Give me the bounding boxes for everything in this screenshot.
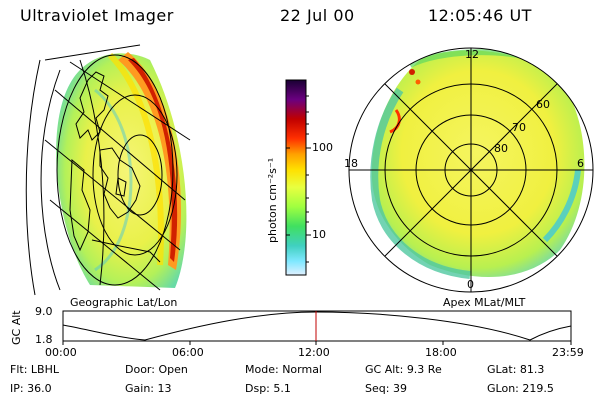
mlt-label-0: 0	[467, 278, 474, 291]
time-tick-3: 18:00	[425, 346, 457, 359]
info-gain-val: 13	[157, 382, 172, 395]
mlt-label-18: 18	[344, 157, 358, 170]
lat-label-80: 80	[494, 142, 508, 155]
info-seq-val: 39	[392, 382, 407, 395]
info-glon-key: GLon:	[487, 382, 519, 395]
date-label: 22 Jul 00	[280, 6, 355, 25]
info-gcalt-val: 9.3 Re	[406, 363, 442, 376]
altitude-plot	[62, 310, 572, 345]
colorbar-tick-10: 10	[312, 228, 326, 241]
instrument-title: Ultraviolet Imager	[20, 6, 174, 25]
mlt-label-6: 6	[577, 157, 584, 170]
info-glat-val: 81.3	[519, 363, 545, 376]
info-dsp: Dsp: 5.1	[245, 382, 291, 395]
info-seq-key: Seq:	[365, 382, 390, 395]
info-dsp-val: 5.1	[273, 382, 291, 395]
info-glon-val: 219.5	[522, 382, 554, 395]
altitude-axis-title: GC Alt	[10, 310, 23, 345]
info-flt-val: LBHL	[30, 363, 59, 376]
mlt-label-12: 12	[465, 48, 479, 61]
lat-label-70: 70	[512, 121, 526, 134]
info-glon: GLon: 219.5	[487, 382, 554, 395]
info-glat: GLat: 81.3	[487, 363, 544, 376]
time-tick-4: 23:59	[552, 346, 584, 359]
time-tick-0: 00:00	[45, 346, 77, 359]
info-door: Door: Open	[125, 363, 188, 376]
altitude-tick-bottom: 1.8	[35, 333, 53, 346]
colorbar	[285, 79, 307, 276]
polar-plot	[348, 47, 594, 293]
info-ip-val: 36.0	[27, 382, 52, 395]
info-door-val: Open	[158, 363, 188, 376]
lat-label-60: 60	[536, 98, 550, 111]
info-ip: IP: 36.0	[10, 382, 52, 395]
info-mode-key: Mode:	[245, 363, 279, 376]
info-mode-val: Normal	[282, 363, 322, 376]
colorbar-tick-100: 100	[312, 141, 333, 154]
info-gain-key: Gain:	[125, 382, 154, 395]
info-glat-key: GLat:	[487, 363, 517, 376]
info-mode: Mode: Normal	[245, 363, 322, 376]
time-label: 12:05:46 UT	[428, 6, 532, 25]
time-tick-1: 06:00	[172, 346, 204, 359]
info-flt-key: Flt:	[10, 363, 28, 376]
altitude-tick-top: 9.0	[35, 305, 53, 318]
info-gain: Gain: 13	[125, 382, 172, 395]
info-gcalt: GC Alt: 9.3 Re	[365, 363, 442, 376]
time-tick-2: 12:00	[298, 346, 330, 359]
info-door-key: Door:	[125, 363, 155, 376]
info-dsp-key: Dsp:	[245, 382, 270, 395]
colorbar-unit-label: photon cm⁻²s⁻¹	[266, 157, 279, 243]
info-flt: Flt: LBHL	[10, 363, 59, 376]
right-panel-caption: Apex MLat/MLT	[443, 296, 526, 309]
left-panel-caption: Geographic Lat/Lon	[70, 296, 178, 309]
info-seq: Seq: 39	[365, 382, 407, 395]
geographic-map	[25, 44, 191, 296]
info-ip-key: IP:	[10, 382, 24, 395]
info-gcalt-key: GC Alt:	[365, 363, 404, 376]
